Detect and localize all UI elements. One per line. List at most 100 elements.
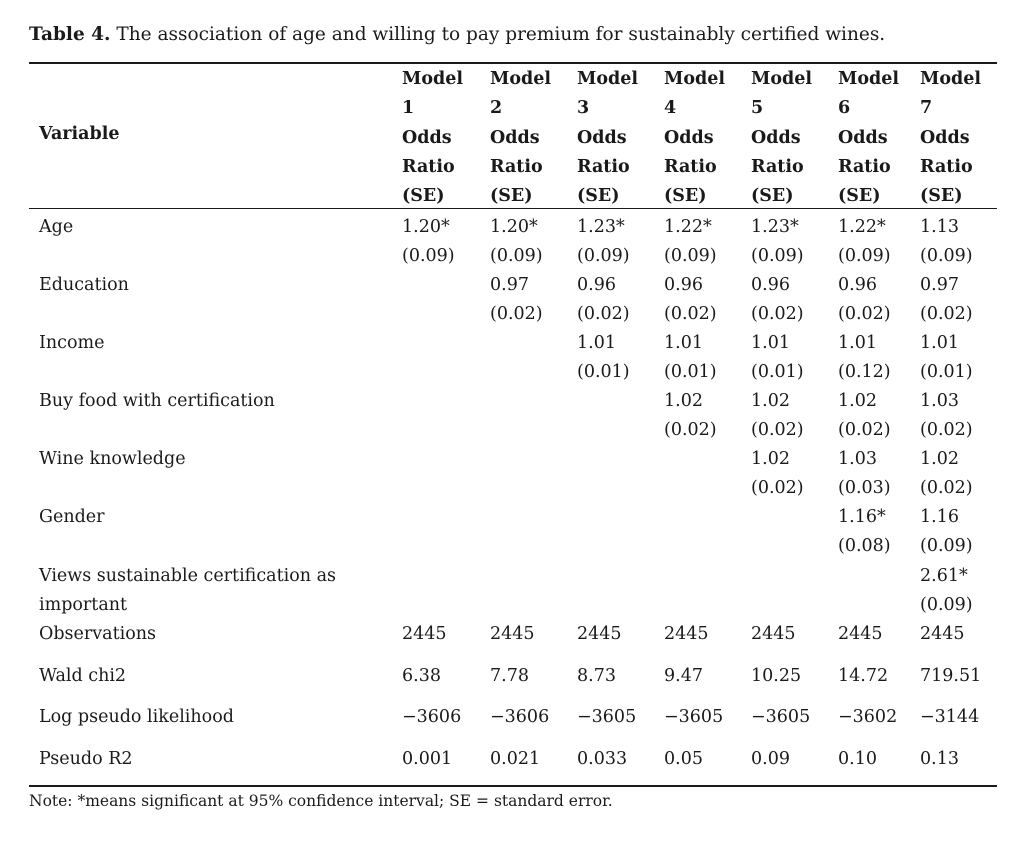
caption-text: The association of age and willing to pa…	[110, 24, 886, 45]
cell-r1-m2: 1.20*	[490, 217, 538, 237]
cell-r11-m3: 0.033	[577, 749, 628, 769]
stat-label-2-3: (SE)	[490, 186, 533, 206]
stat-label-1-2: Ratio	[402, 157, 455, 177]
cell-r5-m6-se: (0.03)	[838, 478, 891, 498]
row-label-1: Age	[39, 217, 74, 237]
stat-label-4-3: (SE)	[664, 186, 707, 206]
cell-r4-m6-se: (0.02)	[838, 420, 891, 440]
stat-label-3-3: (SE)	[577, 186, 620, 206]
cell-r2-m4-se: (0.02)	[664, 304, 717, 324]
cell-r3-m5: 1.01	[751, 333, 790, 353]
model-number-3: 3	[577, 98, 590, 118]
cell-r1-m5: 1.23*	[751, 217, 799, 237]
cell-r10-m4: −3605	[664, 707, 724, 727]
row-label-9: Wald chi2	[39, 666, 127, 686]
cell-r5-m7: 1.02	[920, 449, 959, 469]
cell-r10-m2: −3606	[490, 707, 550, 727]
bottom-rule	[29, 785, 997, 787]
stat-label-5-1: Odds	[751, 128, 801, 148]
cell-r3-m5-se: (0.01)	[751, 362, 804, 382]
cell-r9-m2: 7.78	[490, 666, 529, 686]
cell-r1-m2-se: (0.09)	[490, 246, 543, 266]
cell-r6-m7: 1.16	[920, 507, 959, 527]
cell-r3-m3: 1.01	[577, 333, 616, 353]
cell-r2-m2-se: (0.02)	[490, 304, 543, 324]
cell-r9-m3: 8.73	[577, 666, 616, 686]
stat-label-1-1: Odds	[402, 128, 452, 148]
row-label-8: Observations	[39, 624, 156, 644]
stat-label-5-2: Ratio	[751, 157, 804, 177]
cell-r10-m7: −3144	[920, 707, 980, 727]
row-label-6: Gender	[39, 507, 105, 527]
cell-r2-m6-se: (0.02)	[838, 304, 891, 324]
model-header-3: Model	[577, 69, 639, 89]
cell-r3-m4-se: (0.01)	[664, 362, 717, 382]
stat-label-5-3: (SE)	[751, 186, 794, 206]
cell-r3-m6-se: (0.12)	[838, 362, 891, 382]
cell-r11-m2: 0.021	[490, 749, 541, 769]
cell-r1-m1-se: (0.09)	[402, 246, 455, 266]
cell-r4-m4-se: (0.02)	[664, 420, 717, 440]
cell-r3-m3-se: (0.01)	[577, 362, 630, 382]
cell-r9-m4: 9.47	[664, 666, 703, 686]
cell-r2-m2: 0.97	[490, 275, 529, 295]
row-label-7: Views sustainable certification as	[39, 566, 336, 586]
cell-r2-m7-se: (0.02)	[920, 304, 973, 324]
stat-label-3-1: Odds	[577, 128, 627, 148]
stat-label-6-3: (SE)	[838, 186, 881, 206]
model-header-6: Model	[838, 69, 900, 89]
cell-r8-m3: 2445	[577, 624, 622, 644]
cell-r10-m5: −3605	[751, 707, 811, 727]
cell-r2-m5-se: (0.02)	[751, 304, 804, 324]
stat-label-4-2: Ratio	[664, 157, 717, 177]
stat-label-2-1: Odds	[490, 128, 540, 148]
stat-label-7-3: (SE)	[920, 186, 963, 206]
cell-r4-m6: 1.02	[838, 391, 877, 411]
cell-r6-m7-se: (0.09)	[920, 536, 973, 556]
cell-r8-m5: 2445	[751, 624, 796, 644]
cell-r10-m3: −3605	[577, 707, 637, 727]
cell-r7-m7-se: (0.09)	[920, 595, 973, 615]
stat-label-2-2: Ratio	[490, 157, 543, 177]
row-label-10: Log pseudo likelihood	[39, 707, 234, 727]
model-header-5: Model	[751, 69, 813, 89]
top-rule	[29, 62, 997, 64]
model-header-2: Model	[490, 69, 552, 89]
row-label-11: Pseudo R2	[39, 749, 133, 769]
cell-r2-m6: 0.96	[838, 275, 877, 295]
cell-r3-m4: 1.01	[664, 333, 703, 353]
model-header-7: Model	[920, 69, 982, 89]
model-number-6: 6	[838, 98, 851, 118]
cell-r6-m6: 1.16*	[838, 507, 886, 527]
cell-r9-m6: 14.72	[838, 666, 889, 686]
cell-r4-m5: 1.02	[751, 391, 790, 411]
cell-r5-m5: 1.02	[751, 449, 790, 469]
cell-r2-m4: 0.96	[664, 275, 703, 295]
row-label-3: Income	[39, 333, 105, 353]
cell-r3-m7-se: (0.01)	[920, 362, 973, 382]
cell-r4-m7-se: (0.02)	[920, 420, 973, 440]
model-number-7: 7	[920, 98, 933, 118]
table-caption: Table 4. The association of age and will…	[29, 24, 885, 45]
stat-label-3-2: Ratio	[577, 157, 630, 177]
stat-label-4-1: Odds	[664, 128, 714, 148]
cell-r2-m3-se: (0.02)	[577, 304, 630, 324]
cell-r11-m7: 0.13	[920, 749, 959, 769]
stat-label-7-1: Odds	[920, 128, 970, 148]
cell-r4-m5-se: (0.02)	[751, 420, 804, 440]
header-rule	[29, 208, 997, 209]
cell-r1-m3-se: (0.09)	[577, 246, 630, 266]
cell-r8-m2: 2445	[490, 624, 535, 644]
cell-r9-m1: 6.38	[402, 666, 441, 686]
cell-r2-m3: 0.96	[577, 275, 616, 295]
stat-label-6-2: Ratio	[838, 157, 891, 177]
cell-r8-m1: 2445	[402, 624, 447, 644]
cell-r1-m4: 1.22*	[664, 217, 712, 237]
row-label-7: important	[39, 595, 128, 615]
cell-r8-m6: 2445	[838, 624, 883, 644]
cell-r1-m3: 1.23*	[577, 217, 625, 237]
model-number-2: 2	[490, 98, 503, 118]
cell-r11-m5: 0.09	[751, 749, 790, 769]
model-header-1: Model	[402, 69, 464, 89]
cell-r1-m4-se: (0.09)	[664, 246, 717, 266]
